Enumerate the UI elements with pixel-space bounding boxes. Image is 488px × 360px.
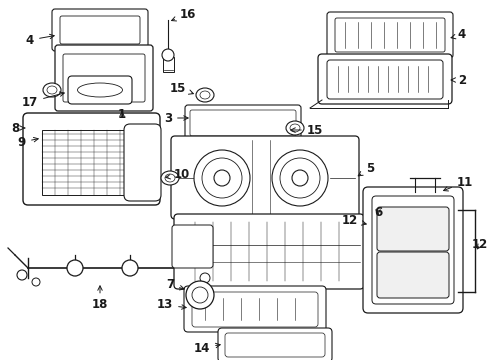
Circle shape: [291, 170, 307, 186]
Bar: [42, 130, 130, 195]
Text: 12: 12: [471, 238, 487, 252]
Ellipse shape: [43, 83, 61, 97]
FancyBboxPatch shape: [172, 225, 213, 268]
Circle shape: [67, 260, 83, 276]
FancyBboxPatch shape: [171, 136, 358, 219]
Circle shape: [271, 150, 327, 206]
FancyBboxPatch shape: [23, 113, 160, 205]
Ellipse shape: [289, 124, 299, 132]
Text: 10: 10: [165, 168, 190, 181]
Text: 15: 15: [290, 123, 323, 136]
FancyBboxPatch shape: [362, 187, 462, 313]
Circle shape: [194, 150, 249, 206]
Circle shape: [162, 49, 174, 61]
Text: 2: 2: [450, 73, 465, 86]
FancyBboxPatch shape: [192, 292, 317, 327]
Text: 5: 5: [358, 162, 373, 176]
Text: 6: 6: [373, 206, 381, 219]
Circle shape: [122, 260, 138, 276]
Text: 16: 16: [171, 8, 196, 21]
Circle shape: [214, 170, 229, 186]
FancyBboxPatch shape: [183, 286, 325, 332]
Ellipse shape: [196, 88, 214, 102]
Text: 8: 8: [11, 122, 25, 135]
Ellipse shape: [77, 83, 122, 97]
Text: 1: 1: [118, 108, 126, 122]
Text: 9: 9: [18, 135, 38, 148]
FancyBboxPatch shape: [55, 45, 153, 111]
Ellipse shape: [164, 174, 175, 182]
Text: 18: 18: [92, 286, 108, 311]
Ellipse shape: [285, 121, 304, 135]
Text: 7: 7: [165, 279, 184, 292]
Text: 15: 15: [169, 81, 193, 94]
FancyBboxPatch shape: [334, 18, 444, 52]
Circle shape: [280, 158, 319, 198]
FancyBboxPatch shape: [124, 124, 161, 201]
Text: 4: 4: [450, 28, 465, 41]
FancyBboxPatch shape: [376, 207, 448, 251]
FancyBboxPatch shape: [184, 105, 301, 141]
Bar: [163, 57, 174, 72]
FancyBboxPatch shape: [326, 60, 442, 99]
Text: 12: 12: [341, 213, 366, 226]
FancyBboxPatch shape: [218, 328, 331, 360]
Circle shape: [202, 158, 242, 198]
Circle shape: [32, 278, 40, 286]
FancyBboxPatch shape: [224, 333, 325, 357]
Circle shape: [185, 281, 214, 309]
Text: 14: 14: [193, 342, 220, 355]
FancyBboxPatch shape: [326, 12, 452, 58]
Text: 13: 13: [157, 298, 186, 311]
FancyBboxPatch shape: [174, 214, 363, 289]
Circle shape: [17, 270, 27, 280]
FancyBboxPatch shape: [371, 196, 453, 304]
FancyBboxPatch shape: [60, 16, 140, 44]
Circle shape: [200, 273, 209, 283]
Circle shape: [192, 287, 207, 303]
FancyBboxPatch shape: [52, 9, 148, 51]
FancyBboxPatch shape: [68, 76, 132, 104]
FancyBboxPatch shape: [317, 54, 451, 104]
Text: 17: 17: [22, 92, 64, 108]
Ellipse shape: [161, 171, 179, 185]
Text: 4: 4: [26, 33, 54, 46]
Text: 3: 3: [163, 112, 188, 125]
FancyBboxPatch shape: [190, 110, 295, 136]
FancyBboxPatch shape: [63, 54, 145, 102]
Text: 11: 11: [443, 175, 472, 191]
Ellipse shape: [47, 86, 57, 94]
FancyBboxPatch shape: [376, 252, 448, 298]
Ellipse shape: [200, 91, 209, 99]
